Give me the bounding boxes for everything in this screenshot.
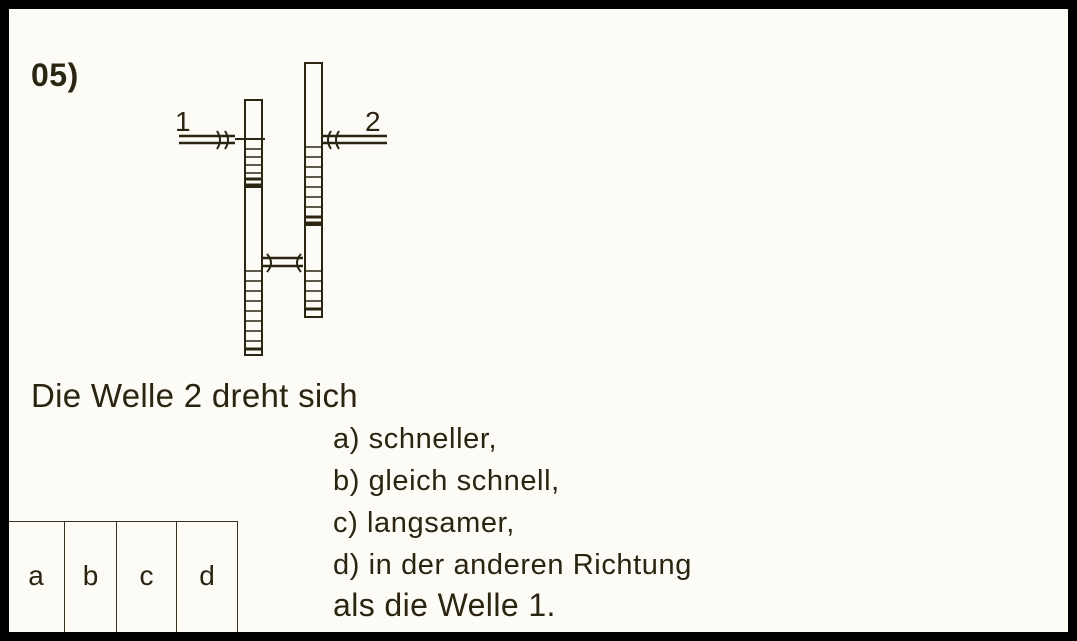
shaft-label-2: 2 xyxy=(365,106,381,137)
gear-1 xyxy=(244,99,263,188)
option-a: a) schneller, xyxy=(333,423,498,455)
gear-train-diagram: 1 2 xyxy=(175,62,387,356)
shaft-2 xyxy=(323,130,387,150)
answer-cell-c[interactable]: c xyxy=(117,522,177,632)
intermediate-shaft xyxy=(263,253,303,273)
question-number: 05) xyxy=(31,57,79,93)
shaft-1 xyxy=(179,130,265,150)
answer-cell-a[interactable]: a xyxy=(9,522,65,632)
gear-2 xyxy=(304,62,323,226)
answer-grid: a b c d xyxy=(9,521,238,632)
option-b: b) gleich schnell, xyxy=(333,465,560,497)
question-card: 05) xyxy=(9,9,1068,632)
answer-cell-b[interactable]: b xyxy=(65,522,117,632)
question-stem: Die Welle 2 dreht sich xyxy=(31,377,358,414)
option-d: d) in der anderen Richtung xyxy=(333,549,692,581)
shaft-label-1: 1 xyxy=(175,106,191,137)
question-closing: als die Welle 1. xyxy=(333,587,556,623)
answer-cell-d[interactable]: d xyxy=(199,560,215,591)
option-c: c) langsamer, xyxy=(333,507,515,539)
